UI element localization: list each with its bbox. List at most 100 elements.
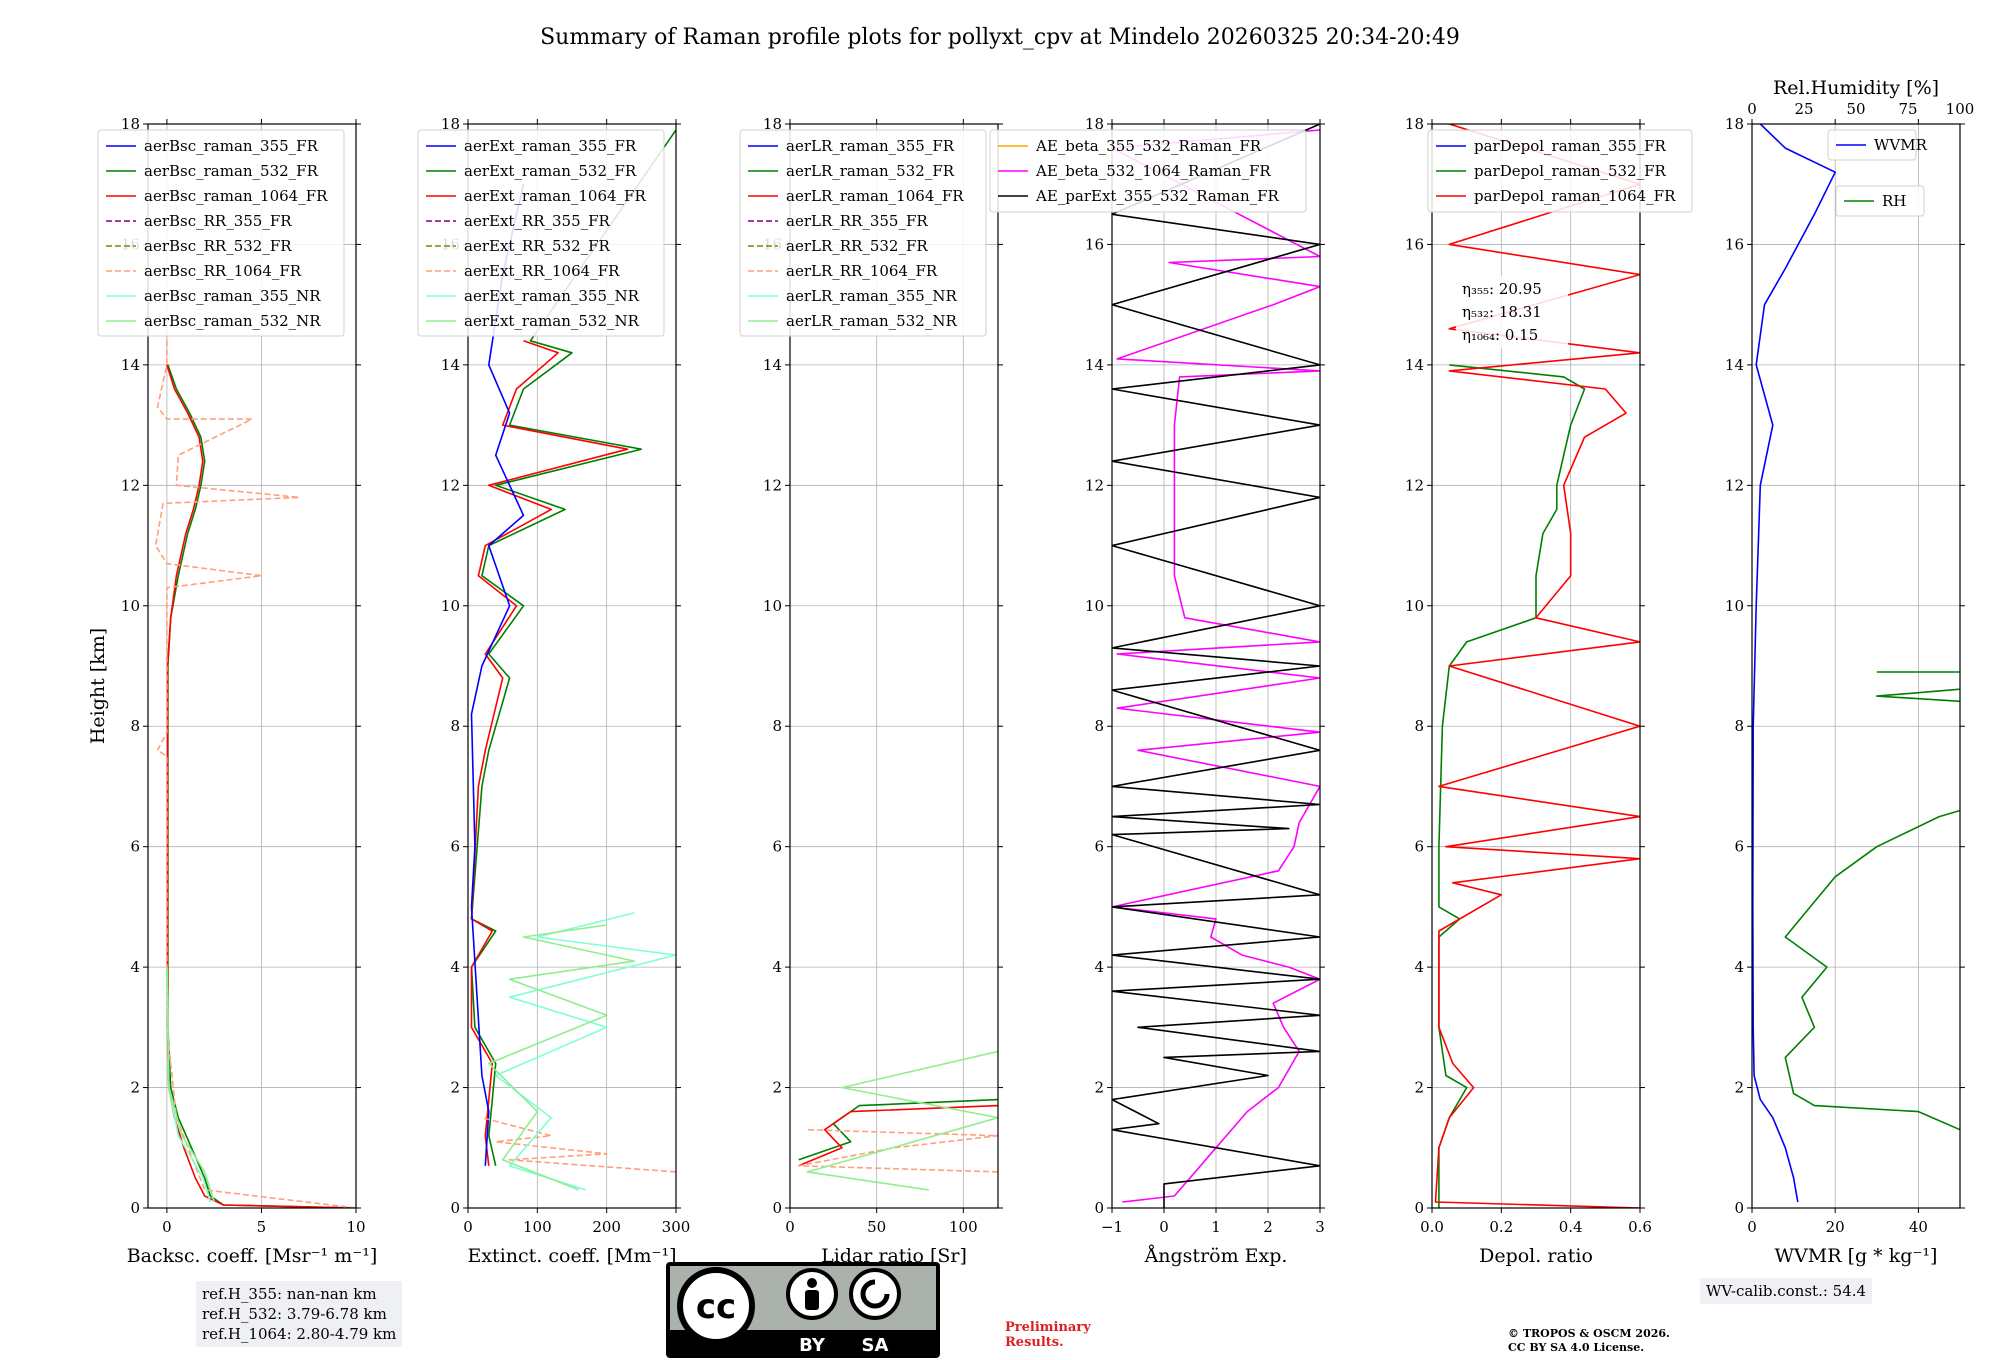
- legend-label: AE_beta_532_1064_Raman_FR: [1035, 162, 1271, 180]
- wv-calibration-box: WV-calib.const.: 54.4: [1700, 1278, 1873, 1304]
- ref-height-355: ref.H_355: nan-nan km: [202, 1285, 377, 1303]
- legend-label: aerExt_raman_1064_FR: [464, 187, 646, 205]
- y-tick-label: 10: [441, 597, 460, 615]
- x-axis-label: Lidar ratio [Sr]: [821, 1245, 967, 1267]
- series-group-lr: [797, 1050, 998, 1191]
- x-tick-label: 5: [257, 1218, 267, 1236]
- ref-height-1064: ref.H_1064: 2.80-4.79 km: [202, 1325, 397, 1343]
- x-tick-label: 0.4: [1559, 1218, 1583, 1236]
- y-tick-label: 6: [1414, 838, 1424, 856]
- x-tick-label: 3: [1315, 1218, 1325, 1236]
- sa-label: SA: [862, 1335, 889, 1356]
- y-tick-label: 12: [121, 476, 140, 494]
- y-tick-label: 2: [1734, 1079, 1744, 1097]
- y-tick-label: 14: [1405, 356, 1424, 374]
- x-tick-label: 0: [785, 1218, 795, 1236]
- preliminary-line-2: Results.: [1005, 1335, 1064, 1350]
- y-tick-label: 8: [772, 717, 782, 735]
- y-tick-label: 0: [772, 1199, 782, 1217]
- legend-label: aerBsc_raman_1064_FR: [144, 187, 328, 205]
- legend-label: aerExt_RR_355_FR: [464, 212, 611, 230]
- legend-label: aerLR_raman_532_NR: [786, 312, 957, 330]
- panel-ext: 0246810121416180100200300Extinct. coeff.…: [417, 115, 690, 1267]
- x-tick-label: 0.2: [1489, 1218, 1513, 1236]
- annotation-line: η₁₀₆₄: 0.15: [1462, 326, 1538, 344]
- y-tick-label: 4: [130, 958, 140, 976]
- x-tick-label: 0.0: [1420, 1218, 1444, 1236]
- series-line-aerBsc_raman_532_FR: [167, 364, 356, 1208]
- y-tick-label: 18: [1725, 115, 1744, 133]
- y-tick-label: 4: [772, 958, 782, 976]
- series-line-aerExt_raman_532_FR: [470, 129, 676, 1166]
- x-tick-label: 10: [346, 1218, 365, 1236]
- y-tick-label: 14: [441, 356, 460, 374]
- y-tick-label: 16: [1085, 235, 1104, 253]
- series-group-ang: [1112, 124, 1320, 1208]
- series-line-aerExt_RR_1064_FR: [481, 1116, 676, 1173]
- y-tick-label: 14: [121, 356, 140, 374]
- x2-axis-label: Rel.Humidity [%]: [1773, 77, 1939, 99]
- series-group-wv: [1752, 124, 1960, 1203]
- series-line-aerLR_raman_1064_FR: [798, 1104, 998, 1167]
- y-tick-label: 8: [130, 717, 140, 735]
- series-line-aerExt_raman_532_NR: [488, 924, 636, 1191]
- figure-title: Summary of Raman profile plots for polly…: [540, 25, 1460, 50]
- y-tick-label: 18: [441, 115, 460, 133]
- series-line-parDepol_raman_532_FR: [1438, 364, 1586, 1208]
- series-line-aerLR_raman_532_NR: [806, 1050, 998, 1191]
- legend-label: aerBsc_raman_355_NR: [144, 287, 321, 305]
- y-tick-label: 2: [1094, 1079, 1104, 1097]
- y-tick-label: 2: [772, 1079, 782, 1097]
- y-tick-label: 2: [1414, 1079, 1424, 1097]
- x-tick-label: 0: [162, 1218, 172, 1236]
- y-tick-label: 6: [1094, 838, 1104, 856]
- axes-frame: [147, 123, 357, 1209]
- x2-tick-label: 25: [1794, 100, 1813, 118]
- series-line-aerBsc_raman_1064_FR: [166, 364, 356, 1208]
- y-tick-label: 8: [1094, 717, 1104, 735]
- y-tick-label: 0: [1734, 1199, 1744, 1217]
- y-tick-label: 16: [1725, 235, 1744, 253]
- y-tick-label: 4: [450, 958, 460, 976]
- legend-label: RH: [1882, 192, 1906, 210]
- axes-frame: [1751, 123, 1961, 1209]
- legend-label: AE_parExt_355_532_Raman_FR: [1035, 187, 1280, 205]
- annotation-line: η₃₅₅: 20.95: [1462, 280, 1542, 298]
- y-tick-label: 4: [1734, 958, 1744, 976]
- y-tick-label: 14: [1085, 356, 1104, 374]
- y-tick-label: 2: [130, 1079, 140, 1097]
- y-tick-label: 4: [1414, 958, 1424, 976]
- legend-label: aerLR_RR_532_FR: [786, 237, 928, 255]
- y-tick-label: 8: [450, 717, 460, 735]
- series-line-aerExt_raman_1064_FR: [470, 340, 629, 1166]
- copyright-note: © TROPOS & OSCM 2026. CC BY SA 4.0 Licen…: [1508, 1327, 1670, 1355]
- y-tick-label: 4: [1094, 958, 1104, 976]
- preliminary-note: Preliminary Results.: [1005, 1320, 1091, 1350]
- preliminary-line-1: Preliminary: [1005, 1320, 1091, 1335]
- legend-label: aerBsc_raman_532_NR: [144, 312, 321, 330]
- series-group-dep: [1434, 124, 1640, 1208]
- legend-label: parDepol_raman_532_FR: [1474, 162, 1667, 180]
- x-tick-label: 200: [592, 1218, 621, 1236]
- x-axis-label: Backsc. coeff. [Msr⁻¹ m⁻¹]: [127, 1245, 378, 1267]
- y-tick-label: 10: [121, 597, 140, 615]
- series-line-aerExt_raman_355_FR: [470, 184, 525, 1166]
- series-line-aerExt_raman_355_NR: [494, 912, 676, 1191]
- legend-label: aerLR_raman_355_NR: [786, 287, 957, 305]
- legend-label: aerExt_raman_355_NR: [464, 287, 640, 305]
- x-tick-label: 2: [1263, 1218, 1273, 1236]
- y-tick-label: 10: [1725, 597, 1744, 615]
- series-line-aerBsc_raman_532_NR: [166, 967, 215, 1203]
- y-tick-label: 6: [1734, 838, 1744, 856]
- y-tick-label: 6: [772, 838, 782, 856]
- y-tick-label: 18: [763, 115, 782, 133]
- x2-tick-label: 50: [1846, 100, 1865, 118]
- copyright-line-2: CC BY SA 4.0 License.: [1508, 1341, 1645, 1354]
- legend-label: aerExt_RR_1064_FR: [464, 262, 620, 280]
- legend-label: aerExt_raman_355_FR: [464, 137, 637, 155]
- y-tick-label: 18: [121, 115, 140, 133]
- x-tick-label: 40: [1909, 1218, 1928, 1236]
- legend-label: aerExt_RR_532_FR: [464, 237, 611, 255]
